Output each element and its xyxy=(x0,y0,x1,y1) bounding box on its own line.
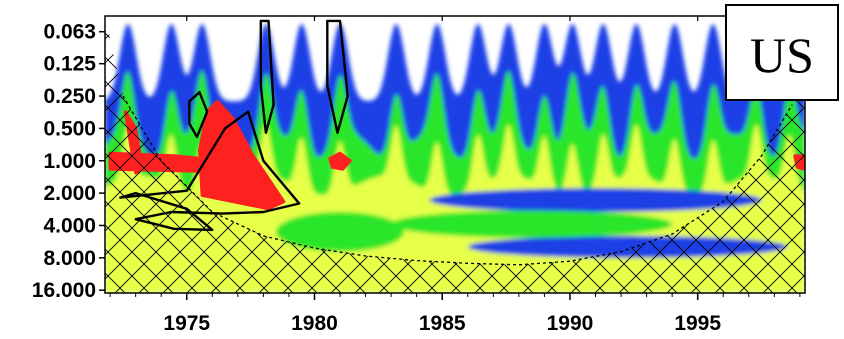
y-tick-label-8: 16.000 xyxy=(32,279,96,302)
significance-contour-3 xyxy=(326,19,349,134)
blob-mid-low-middle xyxy=(391,210,673,238)
x-tick-label-1: 1980 xyxy=(291,312,338,335)
significance-contours xyxy=(119,19,349,232)
cone-of-influence-line xyxy=(122,95,793,266)
region-badge: US xyxy=(725,4,839,101)
cone-of-influence-hatch xyxy=(105,16,805,293)
significance-contour-1 xyxy=(188,91,209,139)
y-tick-label-6: 4.000 xyxy=(43,214,96,237)
y-tick-label-2: 0.250 xyxy=(43,85,96,108)
x-axis: 1975 1980 1985 1990 1995 xyxy=(109,16,801,335)
blob-low-upper xyxy=(429,188,762,213)
badge-label: US xyxy=(750,27,814,83)
x-tick-label-2: 1985 xyxy=(419,312,466,335)
y-tick-label-0: 0.063 xyxy=(43,21,96,44)
y-tick-label-7: 8.000 xyxy=(43,247,96,270)
power-bands xyxy=(105,23,805,293)
y-tick-label-5: 2.000 xyxy=(43,182,96,205)
y-tick-label-1: 0.125 xyxy=(43,53,96,76)
significance-contour-2 xyxy=(259,19,275,134)
x-tick-label-4: 1995 xyxy=(674,312,721,335)
plot-frame xyxy=(104,15,806,294)
y-tick-label-4: 1.000 xyxy=(43,150,96,173)
x-tick-label-3: 1990 xyxy=(547,312,594,335)
x-tick-label-0: 1975 xyxy=(163,312,210,335)
y-tick-label-3: 0.500 xyxy=(43,117,96,140)
plot-area xyxy=(105,16,805,293)
badge-box xyxy=(725,4,839,101)
high-power-region-3 xyxy=(328,151,352,171)
y-axis: 0.063 0.125 0.250 0.500 1.000 2.000 4.000 8.000… xyxy=(32,21,105,302)
high-power-region-2 xyxy=(198,99,286,211)
blob-mid-low-left xyxy=(276,212,404,252)
